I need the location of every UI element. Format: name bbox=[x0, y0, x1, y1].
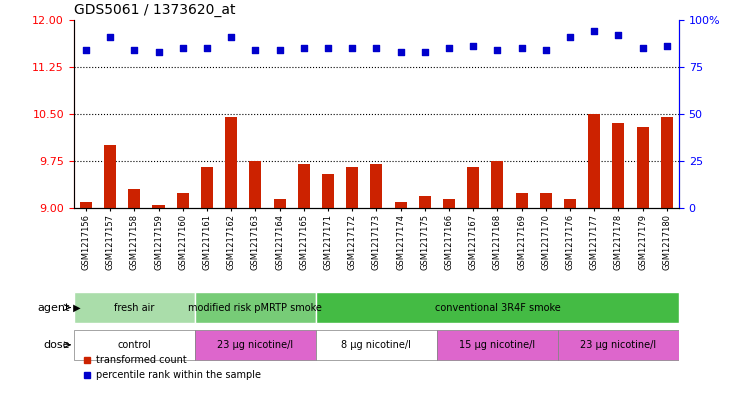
Point bbox=[419, 49, 431, 55]
Bar bbox=[274, 199, 286, 208]
Point bbox=[201, 45, 213, 51]
Text: modified risk pMRTP smoke: modified risk pMRTP smoke bbox=[188, 303, 323, 312]
Point bbox=[467, 43, 479, 49]
Point bbox=[588, 28, 600, 34]
Point bbox=[274, 47, 286, 53]
Bar bbox=[370, 164, 382, 208]
Point bbox=[492, 47, 503, 53]
Bar bbox=[516, 193, 528, 208]
Bar bbox=[176, 193, 189, 208]
Point bbox=[298, 45, 310, 51]
Bar bbox=[467, 167, 479, 208]
Text: fresh air: fresh air bbox=[114, 303, 154, 312]
Bar bbox=[297, 164, 310, 208]
Bar bbox=[346, 167, 358, 208]
Point bbox=[637, 45, 649, 51]
Point bbox=[104, 33, 116, 40]
Bar bbox=[613, 123, 624, 208]
Bar bbox=[395, 202, 407, 208]
Point bbox=[80, 47, 92, 53]
Point bbox=[613, 31, 624, 38]
Text: conventional 3R4F smoke: conventional 3R4F smoke bbox=[435, 303, 560, 312]
Bar bbox=[249, 161, 261, 208]
Text: 23 μg nicotine/l: 23 μg nicotine/l bbox=[217, 340, 294, 350]
Bar bbox=[195, 330, 316, 360]
Point bbox=[177, 45, 189, 51]
Text: dose: dose bbox=[44, 340, 70, 350]
Bar bbox=[74, 292, 195, 323]
Bar bbox=[195, 292, 316, 323]
Bar bbox=[316, 292, 679, 323]
Point bbox=[153, 49, 165, 55]
Bar bbox=[661, 117, 673, 208]
Bar bbox=[80, 202, 92, 208]
Legend: transformed count, percentile rank within the sample: transformed count, percentile rank withi… bbox=[79, 352, 265, 384]
Point bbox=[346, 45, 358, 51]
Bar bbox=[492, 161, 503, 208]
Bar bbox=[418, 196, 431, 208]
Bar bbox=[637, 127, 649, 208]
Point bbox=[564, 33, 576, 40]
Point bbox=[225, 33, 237, 40]
Text: ▶: ▶ bbox=[70, 303, 80, 313]
Bar bbox=[104, 145, 116, 208]
Point bbox=[249, 47, 261, 53]
Text: 8 μg nicotine/l: 8 μg nicotine/l bbox=[342, 340, 411, 350]
Bar bbox=[558, 330, 679, 360]
Text: agent: agent bbox=[38, 303, 70, 313]
Bar bbox=[225, 117, 237, 208]
Bar bbox=[564, 199, 576, 208]
Point bbox=[661, 43, 673, 49]
Point bbox=[443, 45, 455, 51]
Bar bbox=[437, 330, 558, 360]
Point bbox=[516, 45, 528, 51]
Text: control: control bbox=[117, 340, 151, 350]
Point bbox=[540, 47, 552, 53]
Bar bbox=[322, 174, 334, 208]
Bar bbox=[443, 199, 455, 208]
Bar bbox=[74, 330, 195, 360]
Bar bbox=[201, 167, 213, 208]
Text: GDS5061 / 1373620_at: GDS5061 / 1373620_at bbox=[74, 3, 235, 17]
Bar bbox=[316, 330, 437, 360]
Text: 15 μg nicotine/l: 15 μg nicotine/l bbox=[459, 340, 536, 350]
Bar bbox=[539, 193, 552, 208]
Point bbox=[322, 45, 334, 51]
Point bbox=[395, 49, 407, 55]
Bar bbox=[153, 205, 165, 208]
Point bbox=[370, 45, 382, 51]
Text: 23 μg nicotine/l: 23 μg nicotine/l bbox=[580, 340, 657, 350]
Bar bbox=[588, 114, 600, 208]
Point bbox=[128, 47, 140, 53]
Bar bbox=[128, 189, 140, 208]
